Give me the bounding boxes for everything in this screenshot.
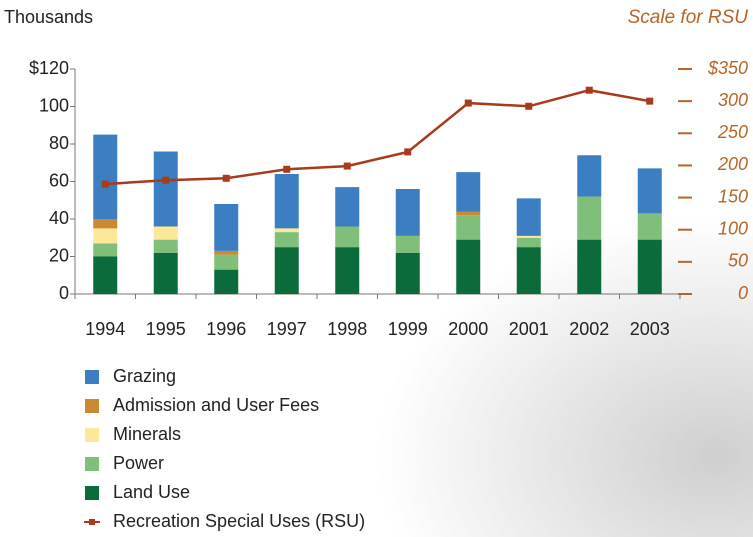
bar-segment [335,187,360,227]
x-tick-label: 2003 [630,319,670,339]
legend-label: Admission and User Fees [113,395,319,415]
legend-swatch [85,486,99,500]
y-tick-label: 60 [49,170,69,190]
rsu-marker [283,165,291,173]
rsu-marker [464,99,472,107]
y-unit-label: Thousands [4,7,93,27]
rsu-marker [162,176,170,184]
rsu-marker [585,86,593,94]
bar-segment [456,215,481,240]
y2-tick-label: $350 [707,58,748,78]
y-tick-label: 20 [49,245,69,265]
bar-segment [577,155,602,197]
legend-swatch [85,457,99,471]
bar-segment [214,254,239,270]
bar-segment [93,219,118,229]
bar-segment [456,211,481,216]
x-tick-label: 1998 [327,319,367,339]
legend-label: Recreation Special Uses (RSU) [113,511,365,531]
bar-segment [214,204,239,251]
y2-tick-label: 50 [728,251,748,271]
y2-tick-label: 100 [718,218,748,238]
y2-tick-label: 0 [738,283,748,303]
rsu-marker [101,180,109,188]
bar-segment [516,237,541,248]
bar-segment [153,226,178,240]
legend-label: Land Use [113,482,190,502]
y2-tick-label: 200 [717,154,748,174]
x-tick-label: 2001 [509,319,549,339]
bar-segment [395,252,420,294]
bar-segment [274,174,299,229]
bar-segment [456,172,481,212]
bar-segment [637,168,662,214]
rsu-marker [222,174,230,182]
bar-segment [395,189,420,236]
bar-segment [637,213,662,240]
legend-swatch [85,428,99,442]
legend-swatch [85,370,99,384]
x-tick-label: 2002 [569,319,609,339]
y-tick-label: $120 [29,58,69,78]
legend-label: Minerals [113,424,181,444]
bar-segment [456,239,481,294]
rsu-marker [343,162,351,170]
bar-segment [577,239,602,294]
bar-segment [395,235,420,253]
bar-segment [516,247,541,294]
y-tick-label: 40 [49,208,69,228]
bar-segment [577,196,602,240]
legend-label: Grazing [113,366,176,386]
y-tick-label: 100 [39,95,69,115]
bar-segment [153,252,178,294]
bar-segment [93,256,118,294]
x-tick-label: 1995 [146,319,186,339]
legend-swatch [85,399,99,413]
rsu-line [105,88,650,186]
bar-segment [214,250,239,255]
bar-segment [274,232,299,248]
y-tick-label: 0 [59,283,69,303]
x-tick-label: 1996 [206,319,246,339]
y2-tick-label: 300 [718,90,748,110]
bar-segment [516,235,541,238]
rsu-marker [404,148,412,156]
y-tick-label: 80 [49,133,69,153]
bar-segment [335,247,360,294]
x-tick-label: 1994 [85,319,125,339]
bar-segment [93,228,118,244]
legend-swatch [89,519,95,525]
x-tick-label: 2000 [448,319,488,339]
bar-segment [637,239,662,294]
bar-segment [274,247,299,294]
rsu-marker [525,102,533,110]
x-tick-label: 1999 [388,319,428,339]
bar-segment [214,269,239,294]
bar-segment [516,198,541,236]
rsu-marker [646,97,654,105]
bar-segment [93,243,118,257]
y2-tick-label: 250 [717,122,748,142]
legend-label: Power [113,453,164,473]
x-tick-label: 1997 [267,319,307,339]
bar-segment [153,151,178,227]
bar-segment [93,134,118,219]
bar-segment [153,239,178,253]
bar-segment [274,228,299,233]
bar-segment [335,226,360,248]
y2-label: Scale for RSU [628,7,749,28]
y2-tick-label: 150 [718,186,748,206]
